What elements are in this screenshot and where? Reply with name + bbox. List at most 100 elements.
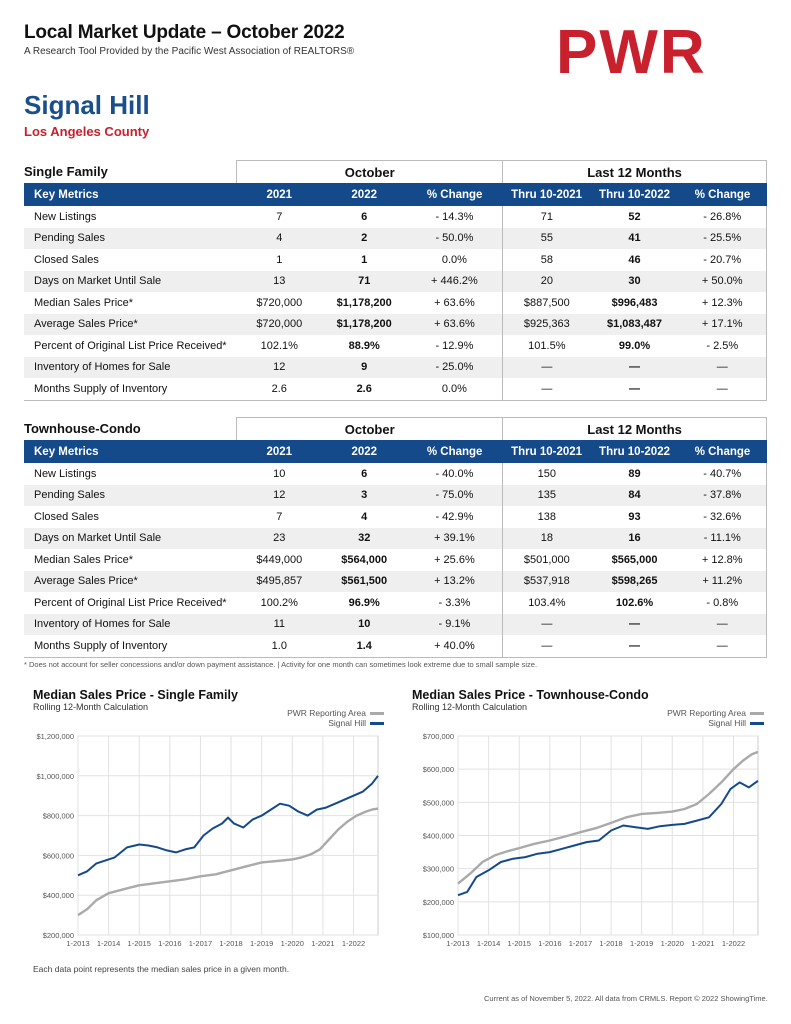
metric-value: 20: [502, 270, 591, 292]
october-group-header: October: [236, 417, 504, 440]
single-family-table: Single Family October Last 12 Months Key…: [24, 160, 767, 401]
chart-title: Median Sales Price - Townhouse-Condo: [412, 688, 649, 702]
table-row: New Listings 10 6 - 40.0% 150 89 - 40.7%: [24, 463, 767, 485]
metric-value: - 42.9%: [435, 510, 474, 523]
x-tick-label: 1-2022: [722, 939, 745, 948]
metric-value: 0.0%: [406, 378, 503, 401]
metric-value: $887,500: [502, 292, 591, 314]
col-2021-header: 2021: [236, 440, 322, 463]
x-tick-label: 1-2016: [538, 939, 561, 948]
x-tick-label: 1-2014: [97, 939, 120, 948]
metric-value: $925,363: [502, 313, 591, 335]
metric-value: - 12.9%: [435, 339, 474, 352]
metric-value: 10: [321, 613, 407, 635]
metric-value: 13: [236, 270, 322, 292]
metric-value: 4: [361, 510, 368, 523]
metric-value: $565,000: [611, 553, 658, 566]
table-row: Median Sales Price* $449,000 $564,000 + 25.…: [24, 549, 767, 571]
table-row: Pending Sales 12 3- 75.0% 135 84- 37.8%: [24, 484, 767, 506]
chart-subtitle: Rolling 12-Month Calculation: [33, 702, 149, 712]
y-tick-label: $300,000: [423, 865, 454, 874]
x-tick-label: 1-2021: [311, 939, 334, 948]
col-pct-change-12m-header: % Change: [678, 183, 767, 206]
metric-value: - 14.3%: [435, 210, 474, 223]
x-tick-label: 1-2015: [128, 939, 151, 948]
metric-value: - 20.7%: [678, 249, 767, 271]
chart-title: Median Sales Price - Single Family: [33, 688, 238, 702]
metric-value: $495,857: [236, 570, 322, 592]
metric-value: —: [590, 635, 679, 658]
metric-value: 30: [590, 270, 679, 292]
table-row: Closed Sales 1 1 0.0% 58 46 - 20.7%: [24, 249, 767, 271]
series-line-pwr: [77, 807, 379, 917]
metric-value: 46: [628, 253, 641, 266]
metric-value: 16: [590, 527, 679, 549]
metric-value: 55: [502, 227, 591, 249]
metric-value: —: [678, 378, 767, 401]
metric-value: 1.0: [236, 635, 322, 658]
metric-value: + 12.8%: [678, 549, 767, 571]
metric-value: 100.2%: [260, 596, 298, 609]
chart-tc-header: Median Sales Price - Townhouse-Condo Rol…: [412, 688, 764, 712]
legend-label: Signal Hill: [328, 718, 366, 728]
metric-value: 2: [321, 227, 407, 249]
x-tick-label: 1-2019: [250, 939, 273, 948]
metric-value: $1,178,200: [321, 313, 407, 335]
table-row: Pending Sales 4 2- 50.0% 55 41- 25.5%: [24, 227, 767, 249]
col-thru2021-header: Thru 10-2021: [502, 440, 591, 463]
metric-value: - 9.1%: [406, 613, 503, 635]
metric-value: + 39.1%: [406, 527, 503, 549]
metric-label: Percent of Original List Price Received*: [34, 339, 227, 352]
metric-value: —: [678, 613, 767, 635]
table-row: Months Supply of Inventory 1.0 1.4 + 40.0% —…: [24, 635, 767, 658]
metric-value: 89: [628, 467, 641, 480]
metric-value: 103.4%: [502, 592, 591, 614]
chart-sf-legend: PWR Reporting Area Signal Hill: [220, 708, 384, 728]
legend-label: Signal Hill: [708, 718, 746, 728]
metric-value: 71: [321, 270, 407, 292]
table-row: Percent of Original List Price Received*…: [24, 335, 767, 357]
x-tick-label: 1-2017: [189, 939, 212, 948]
metric-value: - 25.0%: [406, 356, 503, 378]
chart-subtitle: Rolling 12-Month Calculation: [412, 702, 528, 712]
metric-value: - 25.5%: [678, 227, 767, 249]
footnote: * Does not account for seller concession…: [24, 660, 538, 669]
metric-value: + 17.1%: [678, 313, 767, 335]
metric-value: —: [502, 613, 591, 635]
metric-value: $720,000: [236, 313, 322, 335]
table-row: Closed Sales 7 4 - 42.9% 138 93 - 32.6%: [24, 506, 767, 528]
legend-swatch-blue: [750, 722, 764, 726]
x-tick-label: 1-2013: [66, 939, 89, 948]
table-section-title: Townhouse-Condo: [24, 421, 141, 437]
x-tick-label: 1-2021: [691, 939, 714, 948]
metric-value: 2.6: [321, 378, 407, 401]
legend-label: PWR Reporting Area: [287, 708, 366, 718]
y-tick-label: $700,000: [423, 732, 454, 741]
col-thru2022-header: Thru 10-2022: [590, 183, 679, 206]
metric-value: 7: [276, 210, 283, 223]
legend-item-signal-hill: Signal Hill: [220, 718, 384, 728]
x-tick-label: 1-2019: [630, 939, 653, 948]
october-group-header: October: [236, 160, 504, 183]
metric-value: 138: [502, 506, 591, 528]
metric-value: 3: [321, 484, 407, 506]
metric-value: —: [678, 356, 767, 378]
metric-value: —: [590, 613, 679, 635]
metric-value: - 0.8%: [678, 592, 767, 614]
metric-value: + 50.0%: [678, 270, 767, 292]
metric-value: 96.9%: [348, 596, 380, 609]
metric-value: 4: [236, 227, 322, 249]
metric-value: 10: [273, 467, 286, 480]
col-pct-change-header: % Change: [406, 183, 503, 206]
y-tick-label: $200,000: [423, 898, 454, 907]
metric-value: 1.4: [321, 635, 407, 658]
metric-value: 93: [628, 510, 641, 523]
x-tick-label: 1-2020: [661, 939, 684, 948]
metric-value: + 13.2%: [406, 570, 503, 592]
series-line-signal-hill: [77, 775, 379, 877]
chart-note: Each data point represents the median sa…: [33, 964, 290, 974]
report-footer: Current as of November 5, 2022. All data…: [484, 994, 768, 1003]
metric-value: - 50.0%: [406, 227, 503, 249]
y-tick-label: $200,000: [43, 931, 74, 940]
metric-value: + 12.3%: [678, 292, 767, 314]
